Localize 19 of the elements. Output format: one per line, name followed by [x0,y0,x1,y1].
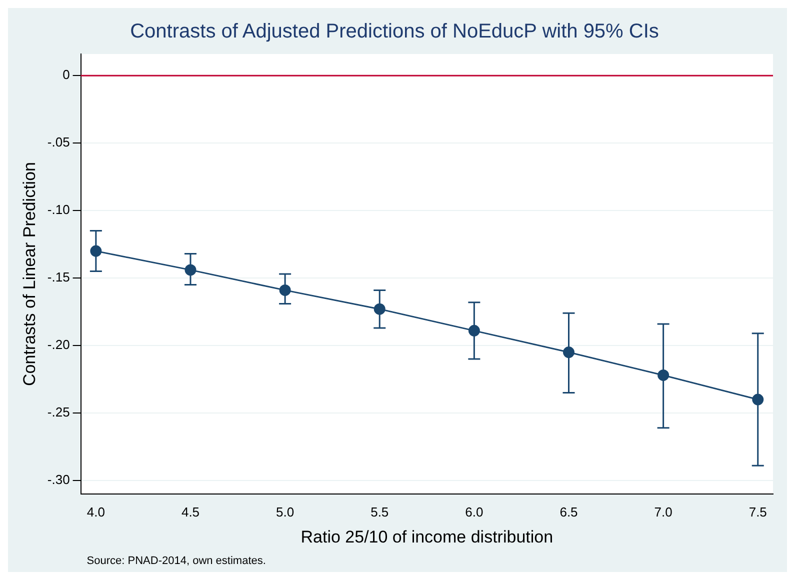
y-tick-label: -.20 [47,337,70,352]
x-axis-title: Ratio 25/10 of income distribution [300,527,554,546]
x-tick-label: 4.5 [181,504,200,520]
x-tick-label: 5.0 [276,504,294,520]
y-tick-label: -.05 [47,134,70,150]
y-tick-label: -.30 [47,472,70,488]
chart-title: Contrasts of Adjusted Predictions of NoEducP with 95% CIs [130,20,659,43]
x-tick-label: 7.0 [654,504,672,520]
source-note: Source: PNAD-2014, own estimates. [86,555,266,567]
y-tick-label: -.10 [47,202,70,218]
y-tick-label: -.25 [47,404,70,420]
x-tick-label: 5.5 [370,504,389,520]
x-tick-label: 4.0 [86,504,105,520]
y-tick-label: 0 [62,67,70,82]
x-tick-label: 7.5 [748,504,767,520]
x-tick-label: 6.0 [465,504,484,520]
y-tick-label: -.15 [47,270,70,285]
x-tick-label: 6.5 [560,504,578,520]
y-axis-title: Contrasts of Linear Prediction [20,162,39,386]
